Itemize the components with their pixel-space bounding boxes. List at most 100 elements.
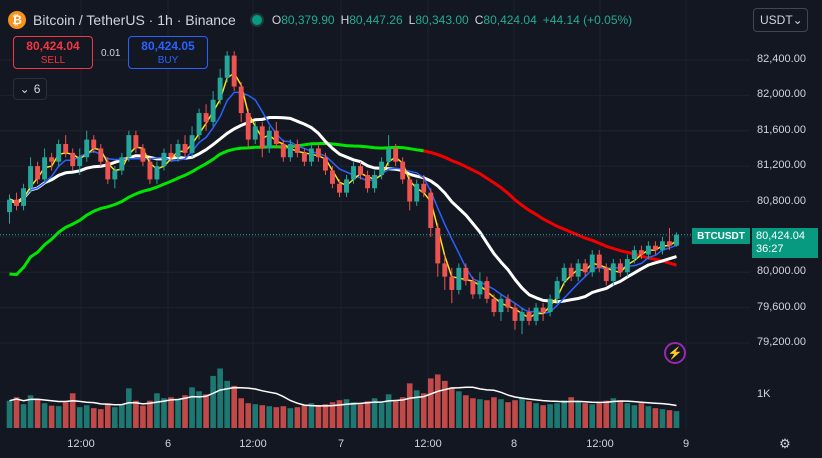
candlesticks [7, 51, 679, 335]
volume-bar [449, 387, 455, 428]
candle-body [526, 312, 532, 321]
candle-body [301, 152, 307, 162]
volume-bar [147, 400, 153, 428]
ohlc-close: C80,424.04 [474, 13, 537, 27]
candle-body [596, 254, 602, 268]
volume-bar [294, 407, 301, 428]
currency-label: USDT [760, 13, 793, 27]
volume-bar [575, 401, 582, 428]
volume-bar [203, 394, 209, 428]
candle-body [77, 157, 83, 167]
currency-select[interactable]: USDT ⌄ [753, 8, 808, 32]
volume-bar [154, 393, 160, 428]
buy-button[interactable]: 80,424.05 BUY [128, 36, 208, 69]
candle-body [245, 113, 251, 140]
indicators-toggle[interactable]: ⌄ 6 [13, 78, 47, 100]
volume-bar [589, 404, 596, 428]
volume-bar [231, 385, 237, 428]
volume-bar [659, 409, 666, 428]
volume-bar [41, 403, 48, 428]
candle-body [372, 174, 378, 189]
volume-bar [217, 368, 223, 428]
candle-body [463, 267, 469, 282]
volume-bar [175, 399, 181, 428]
volume-ma-line [9, 386, 677, 407]
candle-body [547, 298, 553, 313]
volume-bar [55, 406, 62, 428]
candle-body [365, 174, 371, 189]
lightning-icon[interactable]: ⚡ [664, 342, 686, 364]
symbol-title[interactable]: Bitcoin / TetherUS · 1h · Binance [33, 12, 236, 28]
volume-bar [568, 397, 574, 428]
market-status-icon[interactable] [249, 13, 264, 27]
volume-bar [69, 393, 76, 428]
volume-bar [259, 405, 266, 428]
candle-body [112, 170, 118, 180]
candle-body [610, 263, 616, 282]
candle-body [294, 144, 300, 153]
volume-bar [329, 402, 336, 428]
candle-body [379, 161, 385, 175]
candle-body [7, 199, 12, 213]
candle-body [119, 157, 125, 171]
indicator-count: 6 [33, 82, 41, 96]
volume-bar [287, 408, 294, 428]
candle-body [582, 263, 588, 273]
volume-bar [547, 404, 553, 428]
time-tick-label: 6 [164, 438, 172, 450]
candle-body [589, 254, 595, 273]
price-tick-label: 80,800.00 [757, 194, 806, 207]
volume-bar [526, 401, 532, 428]
candle-body [330, 170, 335, 184]
candle-body [252, 126, 258, 140]
candle-body [540, 307, 546, 313]
volume-bar [34, 399, 41, 428]
price-tick-label: 79,600.00 [757, 300, 806, 313]
candle-body [561, 267, 567, 282]
volume-bar [399, 397, 406, 428]
time-tick-label: 12:00 [67, 438, 95, 450]
candle-body [91, 139, 97, 149]
volume-bar [83, 405, 90, 428]
buy-label: BUY [157, 55, 179, 66]
candle-body [358, 166, 364, 175]
candle-body [631, 250, 637, 259]
time-tick-label: 8 [510, 438, 518, 450]
volume-bar [90, 408, 97, 428]
volume-bar [561, 400, 567, 428]
volume-bar [224, 380, 230, 428]
candle-body [133, 135, 139, 149]
candle-body [442, 263, 448, 277]
ma-blue-line [9, 91, 677, 315]
ohlc-low: L80,343.00 [408, 13, 469, 27]
candle-body [477, 281, 483, 295]
spread-value: 0.01 [101, 48, 121, 59]
candle-body [519, 312, 525, 321]
time-tick-label: 12:00 [239, 438, 267, 450]
candle-body [203, 113, 209, 122]
volume-bar [336, 400, 343, 428]
candle-body [175, 144, 181, 158]
volume-bar [6, 400, 13, 428]
candle-body [638, 250, 644, 255]
volume-bar [413, 390, 420, 428]
candle-body [21, 188, 27, 206]
candle-body [35, 166, 41, 180]
volume-bar [133, 400, 139, 428]
candle-body [505, 298, 511, 308]
candle-body [449, 276, 455, 290]
candle-body [533, 307, 539, 321]
volume-bar [434, 374, 441, 428]
volume-bar [519, 398, 525, 428]
chart-grid [0, 0, 750, 430]
volume-bar [168, 397, 174, 428]
volume-bar [477, 399, 483, 428]
sell-button[interactable]: 80,424.04 SELL [13, 36, 93, 69]
volume-bar [343, 399, 350, 428]
volume-bar [13, 397, 20, 428]
volume-bar [456, 391, 462, 428]
gear-icon[interactable]: ⚙ [779, 436, 791, 451]
candle-body [140, 148, 146, 162]
volume-bar [610, 398, 617, 428]
